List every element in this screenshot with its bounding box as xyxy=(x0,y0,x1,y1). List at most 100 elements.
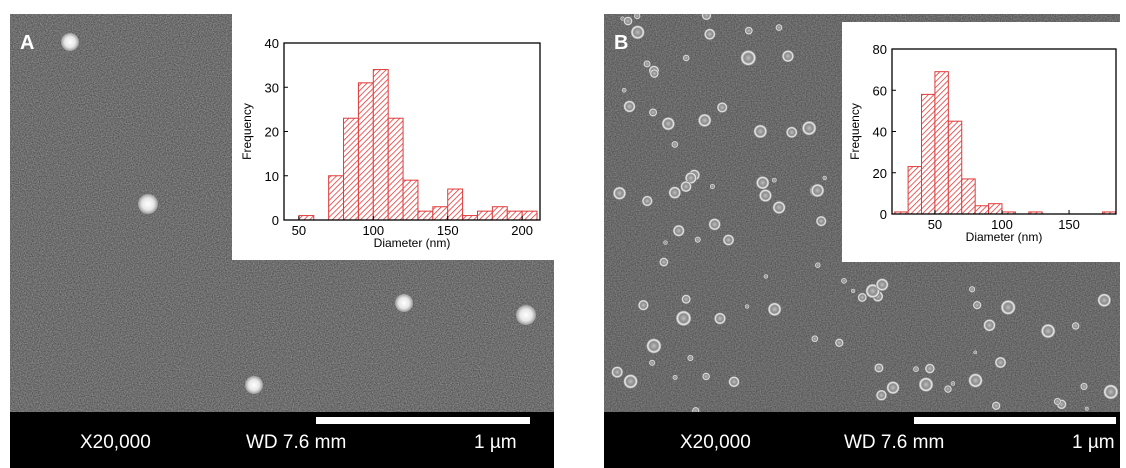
nanoparticle xyxy=(672,224,685,237)
y-tick-label: 0 xyxy=(272,213,279,228)
nanoparticle xyxy=(1103,384,1119,400)
nanoparticle xyxy=(697,113,712,128)
histogram-bar xyxy=(402,179,419,221)
histogram-inset-a: 50 100 150 200 0 10 20 30 40 Diameter (nm) Frequen… xyxy=(232,14,554,260)
nanoparticle xyxy=(740,49,757,66)
nanoparticle xyxy=(687,354,694,362)
x-tick-label: 150 xyxy=(1058,217,1080,232)
nanoparticle xyxy=(691,406,700,412)
histogram-bar xyxy=(988,203,1003,215)
nanoparticle xyxy=(772,200,786,215)
nanoparticle xyxy=(722,234,735,246)
y-tick-label: 30 xyxy=(265,80,279,95)
nanoparticle xyxy=(668,186,682,199)
nanoparticle xyxy=(972,300,982,310)
y-tick-label: 40 xyxy=(873,125,887,140)
y-tick-label: 20 xyxy=(873,166,887,181)
nanoparticle xyxy=(755,175,770,190)
histogram-bar xyxy=(974,205,990,215)
x-tick-label: 150 xyxy=(437,223,459,238)
nanoparticle xyxy=(245,376,263,394)
histogram-chart-a: 50 100 150 200 0 10 20 30 40 Diameter (nm) Frequen… xyxy=(240,36,541,250)
scale-label: 1 µm xyxy=(1072,432,1115,453)
x-tick-label: 50 xyxy=(292,223,306,238)
nanoparticle xyxy=(659,257,669,267)
nanoparticle xyxy=(61,33,79,51)
nanoparticle xyxy=(633,14,641,20)
y-tick-label: 20 xyxy=(265,125,279,140)
nanoparticle xyxy=(1097,293,1112,308)
histogram-inset-b: 50 100 150 0 20 40 60 80 Diameter (nm) Frequency xyxy=(842,22,1120,262)
nanoparticle xyxy=(973,350,978,355)
histogram-chart-b: 50 100 150 0 20 40 60 80 Diameter (nm) Frequency xyxy=(848,42,1117,244)
nanoparticle xyxy=(701,14,712,21)
working-distance-text: WD 7.6 mm xyxy=(844,432,945,453)
nanoparticle xyxy=(138,194,158,214)
nanoparticle xyxy=(621,87,627,93)
nanoparticle xyxy=(875,278,889,292)
histogram-bars xyxy=(298,69,538,221)
nanoparticle xyxy=(641,195,653,207)
nanoparticle xyxy=(1080,382,1088,391)
histogram-bar xyxy=(298,215,315,221)
nanoparticle xyxy=(763,274,769,279)
nanoparticle xyxy=(924,363,935,374)
nanoparticle xyxy=(1084,406,1089,411)
nanoparticle xyxy=(649,68,659,79)
nanoparticle xyxy=(994,356,1007,369)
nanoparticle xyxy=(671,140,679,149)
nanoparticle xyxy=(834,338,844,348)
nanoparticle xyxy=(395,294,413,312)
x-tick-label: 200 xyxy=(511,223,533,238)
nanoparticle xyxy=(661,116,676,131)
nanoparticle xyxy=(1040,323,1056,339)
histogram-bar xyxy=(462,215,478,221)
nanoparticle xyxy=(646,338,662,354)
nanoparticle xyxy=(672,374,678,381)
nanoparticle xyxy=(886,381,900,395)
histogram-bar xyxy=(432,206,449,221)
x-tick-label: 100 xyxy=(991,217,1013,232)
histogram-bar xyxy=(506,210,523,221)
nanoparticle xyxy=(811,335,819,343)
nanoparticle xyxy=(682,54,690,62)
nanoparticle xyxy=(943,385,952,394)
nanoparticle xyxy=(775,23,783,32)
nanoparticle xyxy=(516,305,536,325)
nanoparticle xyxy=(983,318,996,332)
nanoparticle xyxy=(1071,321,1080,330)
y-tick-label: 40 xyxy=(265,36,279,51)
nanoparticle xyxy=(694,236,701,243)
y-tick-label: 0 xyxy=(880,207,887,222)
magnification-text: X20,000 xyxy=(680,432,751,453)
nanoparticle xyxy=(918,377,934,392)
nanoparticle-field xyxy=(611,14,1119,412)
nanoparticle xyxy=(912,366,920,373)
nanoparticle xyxy=(648,359,656,366)
nanoparticle xyxy=(648,108,658,117)
nanoparticle xyxy=(771,177,777,183)
nanoparticle xyxy=(815,215,827,227)
nanoparticle xyxy=(663,240,668,245)
sem-data-bar: X20,000 WD 7.6 mm 1 µm xyxy=(10,412,554,468)
histogram-bar xyxy=(921,93,936,215)
nanoparticle xyxy=(708,218,721,231)
nanoparticle xyxy=(703,28,716,41)
magnification-text: X20,000 xyxy=(80,432,151,453)
x-axis-label: Diameter (nm) xyxy=(374,236,451,250)
histogram-bar xyxy=(387,117,404,221)
histogram-bar xyxy=(521,210,538,221)
nanoparticle xyxy=(680,180,692,193)
histogram-bar xyxy=(417,210,434,221)
nanoparticle xyxy=(968,373,983,388)
histogram-bar xyxy=(447,188,464,221)
nanoparticle xyxy=(643,60,651,68)
histogram-bar xyxy=(907,166,923,215)
nanoparticle xyxy=(637,299,649,311)
nanoparticle xyxy=(822,175,828,181)
nanoparticle xyxy=(709,183,716,190)
nanoparticle xyxy=(716,102,728,113)
nanoparticle xyxy=(810,183,825,198)
y-tick-label: 10 xyxy=(265,169,279,184)
y-tick-label: 80 xyxy=(873,42,887,57)
